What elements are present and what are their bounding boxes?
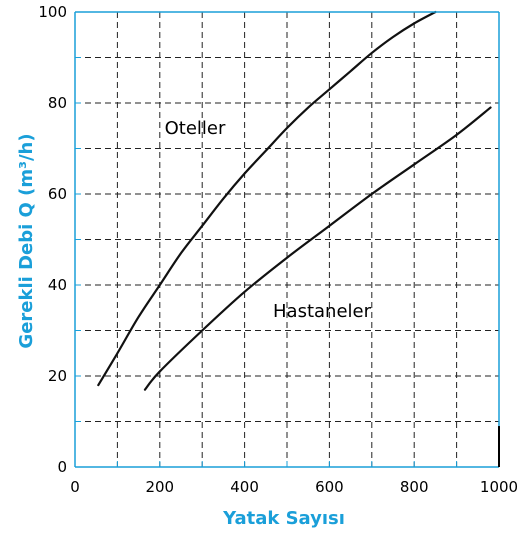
x-tick-label: 0 (70, 478, 80, 496)
x-tick-label: 200 (145, 478, 174, 496)
y-tick-labels: 0 20 40 60 80 100 (38, 3, 67, 476)
x-axis-title: Yatak Sayısı (222, 508, 345, 529)
grid-lines (75, 12, 499, 467)
y-tick-label: 100 (38, 3, 67, 21)
plot-frame (74, 11, 500, 468)
y-tick-label: 60 (48, 185, 67, 203)
y-tick-label: 20 (48, 367, 67, 385)
x-tick-labels: 0 200 400 600 800 1000 (70, 478, 518, 496)
y-tick-label: 0 (57, 458, 67, 476)
series-label-hastaneler: Hastaneler (273, 301, 372, 322)
y-tick-label: 40 (48, 276, 67, 294)
series-layer (97, 10, 492, 391)
x-tick-label: 600 (315, 478, 344, 496)
series-line-oteller (97, 10, 437, 387)
series-labels: Oteller Hastaneler (165, 118, 372, 322)
series-line-hastaneler (143, 106, 492, 391)
y-axis-title: Gerekli Debi Q (m³/h) (16, 133, 37, 348)
x-tick-label: 400 (230, 478, 259, 496)
y-tick-label: 80 (48, 94, 67, 112)
x-tick-label: 800 (400, 478, 429, 496)
x-tick-label: 1000 (480, 478, 518, 496)
series-label-oteller: Oteller (165, 118, 226, 139)
